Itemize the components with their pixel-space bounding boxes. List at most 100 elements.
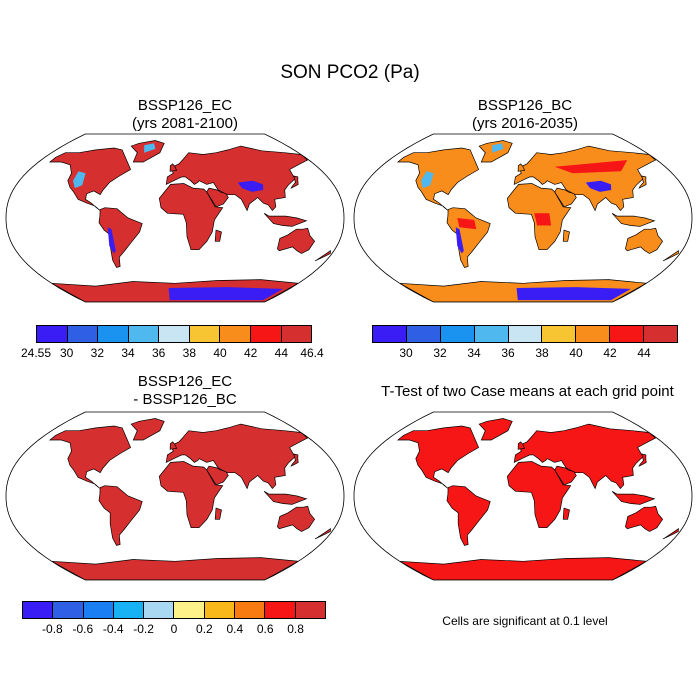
low-pco2-greenland [492,143,504,153]
panel-title-top-right: BSSP126_BC (yrs 2016-2035) [350,97,700,133]
colorbar-tick-label: -0.4 [102,622,124,636]
colorbar-tick-label: 40 [569,346,583,360]
landmass-japan [638,453,647,467]
landmass-australia [277,227,316,254]
landmass-madagascar [562,229,570,242]
colorbar-box [406,326,441,342]
colorbar-tick-label: 40 [213,346,227,360]
landmass-newZealand [314,250,331,262]
landmass-antarctica [399,557,648,580]
colorbar-box [235,602,266,618]
colorbar-tick-label: 46.4 [300,346,324,360]
colorbar-box [159,326,190,342]
colorbar-tick-label: -0.6 [72,622,94,636]
colorbar-box [250,326,282,342]
panel-title-bottom-right: T-Test of two Case means at each grid po… [381,383,674,400]
colorbar-tick-label: 36 [151,346,166,360]
colorbar-ec [36,325,312,343]
colorbar-tick-label: 38 [535,346,549,360]
globe-outline [5,133,345,303]
landmass-greenland [478,418,513,441]
map-ttest [353,411,693,581]
low-pco2-andes [107,227,116,254]
landmass-arabia [206,187,229,208]
colorbar-box [204,602,236,618]
colorbar-box [576,326,611,342]
colorbar-box [373,326,407,342]
colorbar-tick-label: 30 [59,346,74,360]
landmass-japan [290,453,299,467]
landmass-newZealand [662,528,679,540]
landmass-australia [625,227,664,254]
colorbar-tick-label: -0.8 [42,622,63,636]
landmass-southAmerica [446,207,491,268]
landmass-madagascar [562,507,570,520]
colorbar-tick-label: 42 [243,346,258,360]
landmass-newZealand [662,250,679,262]
colorbar-box [128,326,160,342]
landmass-northAmerica [396,425,480,489]
landmass-uk [517,163,526,172]
panel-title-bottom-left: BSSP126_EC - BSSP126_BC [20,373,350,409]
colorbar-tick-label: 24.55 [20,346,52,360]
colorbar-tick-label: 0.4 [226,622,244,636]
panel-title-top-left: BSSP126_EC (yrs 2081-2100) [20,97,350,133]
landmass-arabia [206,465,229,486]
panel-title-line2: (yrs 2081-2100) [132,115,238,132]
high-pco2-congo [534,213,552,226]
globe-outline [5,411,345,581]
colorbar-box [37,326,68,342]
colorbar-box [113,602,145,618]
mid-pco2-rockies [73,171,86,189]
high-pco2-amazon [457,218,477,230]
landmass-southAmerica [98,207,143,268]
globe-outline [353,133,693,303]
landmass-northAmerica [396,147,480,211]
colorbar-tick-label: 42 [603,346,617,360]
landmass-arabia [554,465,577,486]
landmass-africa [158,183,224,251]
colorbar-box [265,602,296,618]
colorbar-box [53,602,84,618]
landmass-indonesia [263,212,308,227]
landmass-northAmerica [48,147,132,211]
map-bc [353,133,693,303]
colorbar-box [174,602,205,618]
colorbar-box [220,326,251,342]
colorbar-box [281,326,312,342]
landmass-uk [517,441,526,450]
landmass-eurasia [513,423,657,490]
colorbar-tick-label: 0 [170,622,178,636]
panel-title-line1: BSSP126_BC [477,97,573,114]
landmass-eurasia [165,423,309,490]
colorbar-tick-label: 34 [467,346,481,360]
significance-note: Cells are significant at 0.1 level [442,614,608,628]
landmass-madagascar [214,229,222,242]
landmass-greenland [130,418,165,441]
colorbar-tick-label: 38 [182,346,197,360]
colorbar-difference [22,601,326,619]
landmass-newZealand [314,528,331,540]
panel-title-line2: (yrs 2016-2035) [472,115,578,132]
landmass-japan [638,175,647,189]
colorbar-box [67,326,99,342]
colorbar-box [189,326,221,342]
landmass-indonesia [263,490,308,505]
colorbar-tick-label: 0.2 [196,622,213,636]
landmass-indonesia [611,490,656,505]
landmass-uk [169,163,178,172]
colorbar-box [23,602,54,618]
map-ec [5,133,345,303]
mid-pco2-rockies [421,171,434,189]
colorbar-tick-label: 0.8 [287,622,304,636]
high-pco2-siberia [554,160,628,174]
colorbar-tick-label: 32 [90,346,105,360]
landmass-indonesia [611,212,656,227]
panel-title-line2: - BSSP126_BC [133,391,237,408]
landmass-southAmerica [446,485,491,546]
colorbar-tick-label: -0.2 [133,622,154,636]
colorbar-tick-label: 30 [399,346,413,360]
map-difference [5,411,345,581]
landmass-eurasia [165,145,309,212]
panel-title-line1: BSSP126_EC [137,97,233,114]
